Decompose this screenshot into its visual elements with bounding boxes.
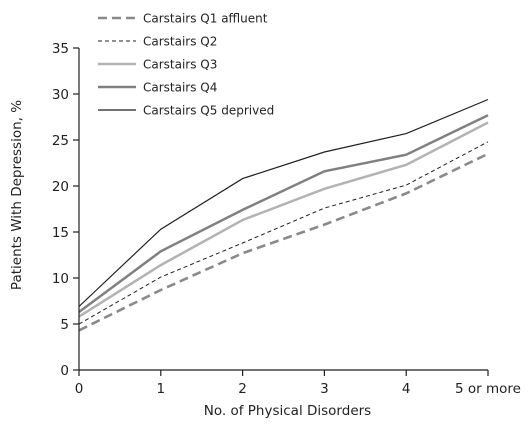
- series-line-q5: [78, 98, 489, 307]
- series-line-q2: [78, 141, 489, 325]
- series-line-q1: [78, 152, 489, 332]
- x-tick-label: 5 or more: [455, 381, 521, 397]
- x-tick-label: 0: [75, 381, 84, 397]
- legend-label-q4: Carstairs Q4: [143, 81, 217, 95]
- y-tick-label: 35: [52, 41, 69, 57]
- chart-axes: [78, 48, 488, 371]
- y-tick-label: 0: [60, 363, 69, 379]
- legend-label-q1: Carstairs Q1 affluent: [143, 12, 268, 26]
- y-tick-label: 5: [60, 317, 69, 333]
- legend-label-q5: Carstairs Q5 deprived: [143, 104, 274, 118]
- x-axis-ticks: 0 1 2 3 4 5 or more: [75, 370, 521, 397]
- legend-label-q2: Carstairs Q2: [143, 35, 217, 49]
- x-tick-label: 1: [157, 381, 166, 397]
- y-tick-label: 10: [52, 271, 69, 287]
- series-layer: [78, 98, 489, 332]
- x-tick-label: 4: [402, 381, 411, 397]
- y-tick-label: 30: [52, 87, 69, 103]
- y-tick-label: 15: [52, 225, 69, 241]
- legend-label-q3: Carstairs Q3: [143, 58, 217, 72]
- series-line-q3: [78, 121, 489, 318]
- x-tick-label: 2: [238, 381, 247, 397]
- chart-legend: Carstairs Q1 affluent Carstairs Q2 Carstai…: [98, 12, 274, 118]
- y-tick-label: 20: [52, 179, 69, 195]
- series-line-q4: [78, 114, 489, 314]
- x-tick-label: 3: [320, 381, 329, 397]
- y-axis-title: Patients With Depression, %: [9, 100, 25, 290]
- y-axis-ticks: 0 5 10 15 20 25 30 35: [52, 41, 79, 379]
- y-tick-label: 25: [52, 133, 69, 149]
- x-axis-title: No. of Physical Disorders: [204, 403, 371, 419]
